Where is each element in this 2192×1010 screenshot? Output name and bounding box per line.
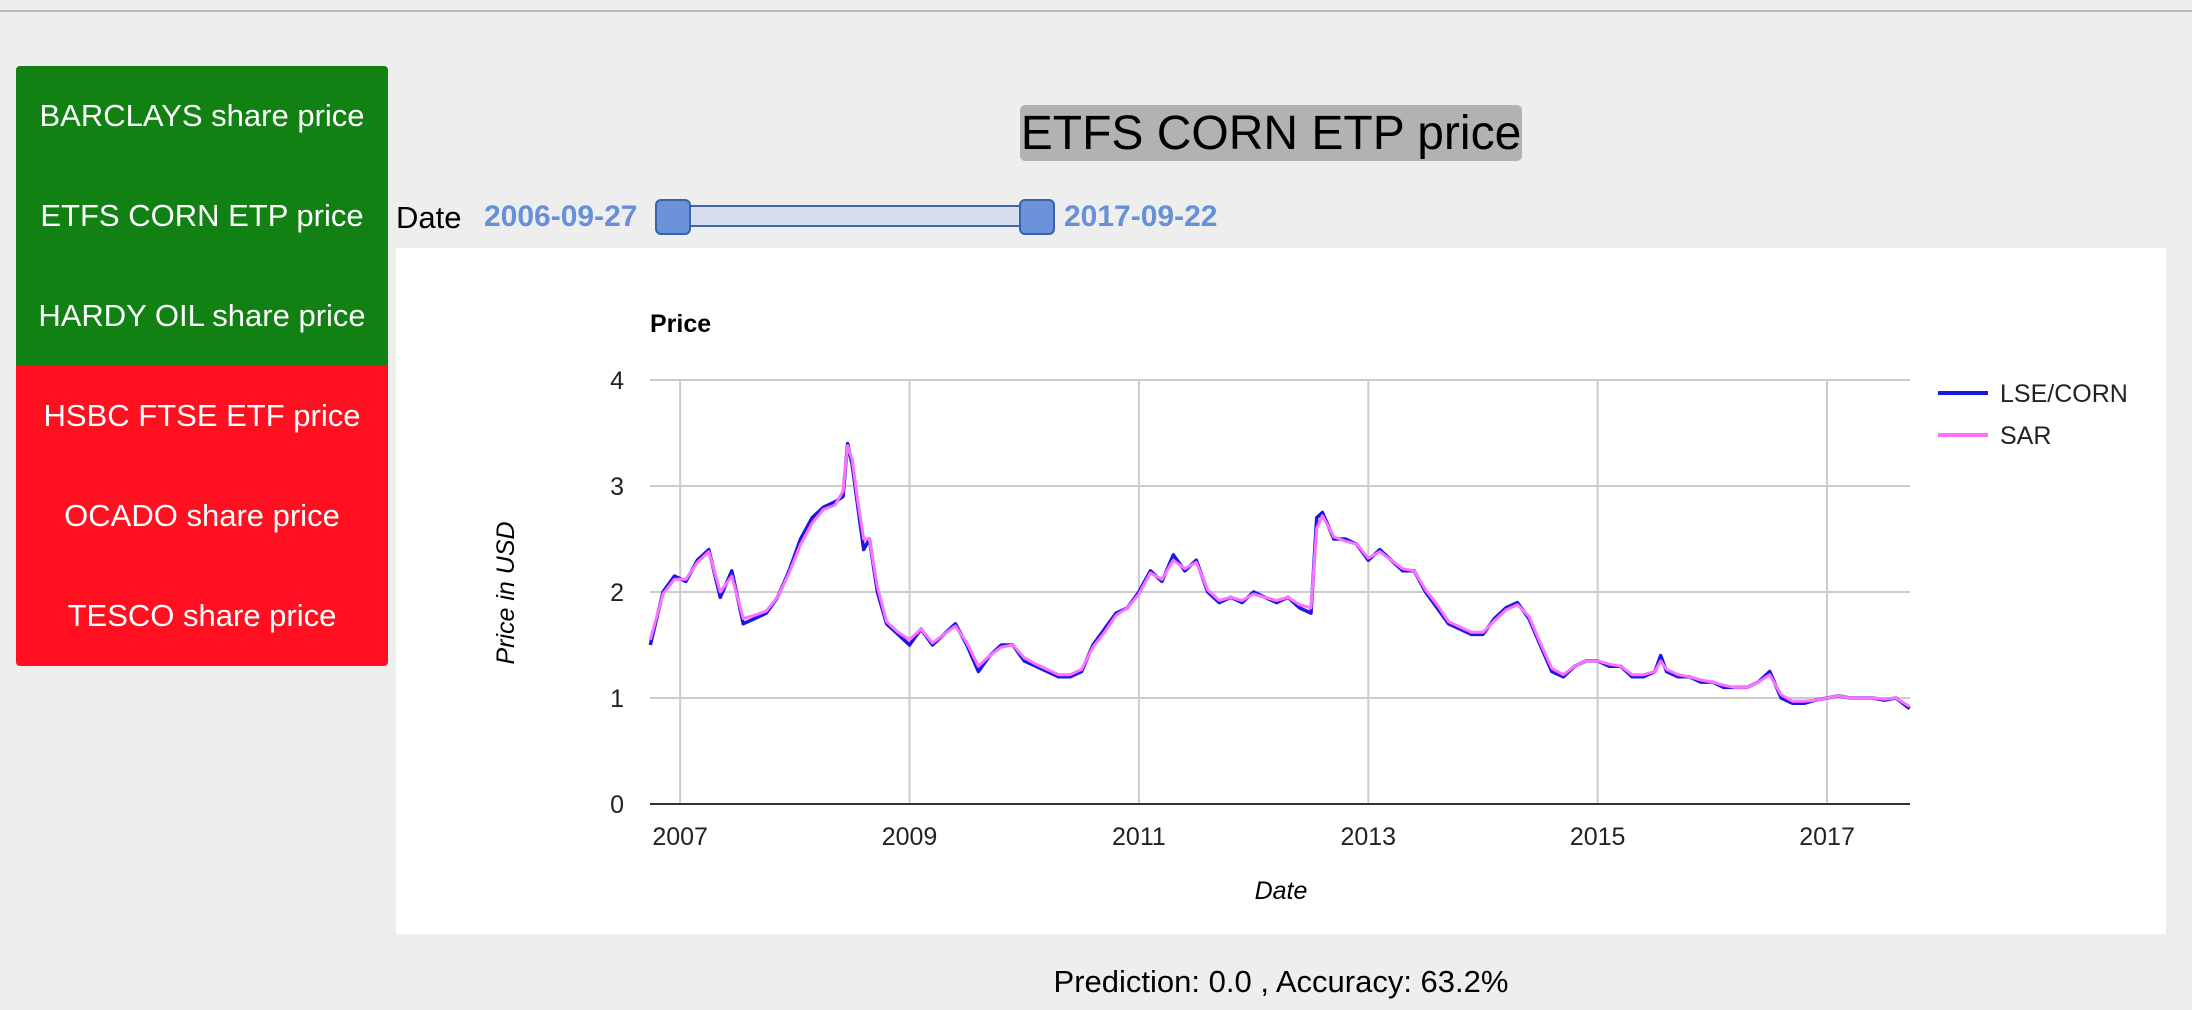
sidebar-item-etfs-corn[interactable]: ETFS CORN ETP price <box>16 166 388 266</box>
chart-y-axis-label: Price in USD <box>492 521 520 664</box>
chart-legend: LSE/CORN SAR <box>1938 380 2128 450</box>
top-divider <box>0 10 2192 12</box>
sidebar-item-tesco[interactable]: TESCO share price <box>16 566 388 666</box>
sidebar-item-hsbc-ftse[interactable]: HSBC FTSE ETF price <box>16 366 388 466</box>
chart-x-axis-label: Date <box>1255 877 1308 905</box>
x-tick-label: 2011 <box>1112 823 1166 851</box>
y-tick-label: 3 <box>610 473 624 501</box>
date-range-end: 2017-09-22 <box>1064 200 1218 233</box>
sidebar-item-barclays[interactable]: BARCLAYS share price <box>16 66 388 166</box>
prediction-result: Prediction: 0.0 , Accuracy: 63.2% <box>1053 964 1509 999</box>
series-line-sar <box>648 444 1911 708</box>
legend-label: SAR <box>2000 422 2051 450</box>
sidebar-item-hardy-oil[interactable]: HARDY OIL share price <box>16 266 388 366</box>
chart-title: Price <box>650 310 711 338</box>
sidebar-item-label: OCADO share price <box>64 498 340 533</box>
price-chart: 0 1 2 3 4 2007 2009 2011 2013 2015 2017 LSE/CORN SA… <box>492 310 2128 905</box>
date-range-track[interactable] <box>674 205 1036 227</box>
date-range-end-handle[interactable] <box>1019 199 1055 235</box>
price-chart-panel: 0 1 2 3 4 2007 2009 2011 2013 2015 2017 LSE/CORN SA… <box>396 248 2166 934</box>
date-range-label: Date <box>396 200 462 235</box>
x-tick-label: 2007 <box>652 823 708 851</box>
x-tick-label: 2015 <box>1570 823 1626 851</box>
x-tick-label: 2009 <box>882 823 938 851</box>
page-title: ETFS CORN ETP price <box>1020 105 1522 161</box>
sidebar-item-label: BARCLAYS share price <box>39 98 365 133</box>
y-tick-label: 1 <box>610 685 624 713</box>
stock-sidebar: BARCLAYS share price ETFS CORN ETP price… <box>16 66 388 666</box>
x-tick-label: 2013 <box>1340 823 1396 851</box>
sidebar-item-label: HSBC FTSE ETF price <box>43 398 361 433</box>
x-tick-label: 2017 <box>1799 823 1855 851</box>
chart-series <box>648 441 1911 710</box>
legend-label: LSE/CORN <box>2000 380 2128 408</box>
y-tick-label: 4 <box>610 367 624 395</box>
y-tick-label: 0 <box>610 791 624 819</box>
y-tick-label: 2 <box>610 579 624 607</box>
date-range-start-handle[interactable] <box>655 199 691 235</box>
date-range-start: 2006-09-27 <box>484 200 638 233</box>
sidebar-item-label: HARDY OIL share price <box>38 298 366 333</box>
sidebar-item-label: TESCO share price <box>67 598 337 633</box>
chart-grid <box>650 379 1910 804</box>
chart-axes: 0 1 2 3 4 2007 2009 2011 2013 2015 2017 <box>610 367 1910 851</box>
sidebar-item-ocado[interactable]: OCADO share price <box>16 466 388 566</box>
series-line-lse-corn <box>648 441 1911 710</box>
sidebar-item-label: ETFS CORN ETP price <box>40 198 364 233</box>
